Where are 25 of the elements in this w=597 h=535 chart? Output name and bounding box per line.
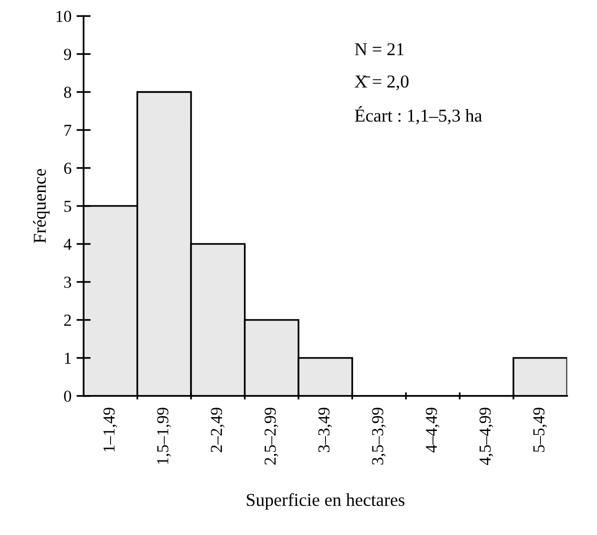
x-tick-label: 2,5–2,99 [264, 408, 278, 465]
x-tick-label: 1,5–1,99 [157, 408, 171, 464]
x-axis-title: Superficie en hectares [246, 493, 404, 510]
x-tick-label: 3,5–3,99 [372, 408, 386, 465]
x-tick-label: 4–4,49 [426, 408, 440, 453]
x-tick-label: 4,5–4,99 [480, 408, 494, 466]
y-tick-label: 0 [64, 390, 72, 402]
x-tick-label: 3–3,49 [318, 408, 332, 452]
x-tick-label: 5–5,49 [533, 408, 547, 452]
y-tick-label: 10 [56, 10, 72, 22]
annotation: X̄ = 2,0 [354, 75, 409, 90]
y-tick-label: 8 [64, 86, 72, 98]
y-tick-label: 6 [64, 162, 72, 174]
x-tick-label: 1–1,49 [103, 408, 118, 452]
y-tick-label: 9 [64, 48, 72, 60]
x-tick-label: 2–2,49 [210, 408, 224, 452]
annotation: N = 21 [354, 43, 404, 56]
y-tick-label: 3 [64, 276, 72, 288]
y-tick-label: 4 [64, 238, 72, 250]
y-tick-label: 5 [64, 200, 72, 212]
annotation: Écart : 1,1–5,3 ha [354, 106, 482, 124]
y-tick-label: 1 [64, 352, 71, 364]
y-tick-label: 7 [64, 124, 72, 136]
y-tick-label: 2 [64, 314, 71, 326]
y-axis-title: Fréquence [33, 169, 50, 244]
